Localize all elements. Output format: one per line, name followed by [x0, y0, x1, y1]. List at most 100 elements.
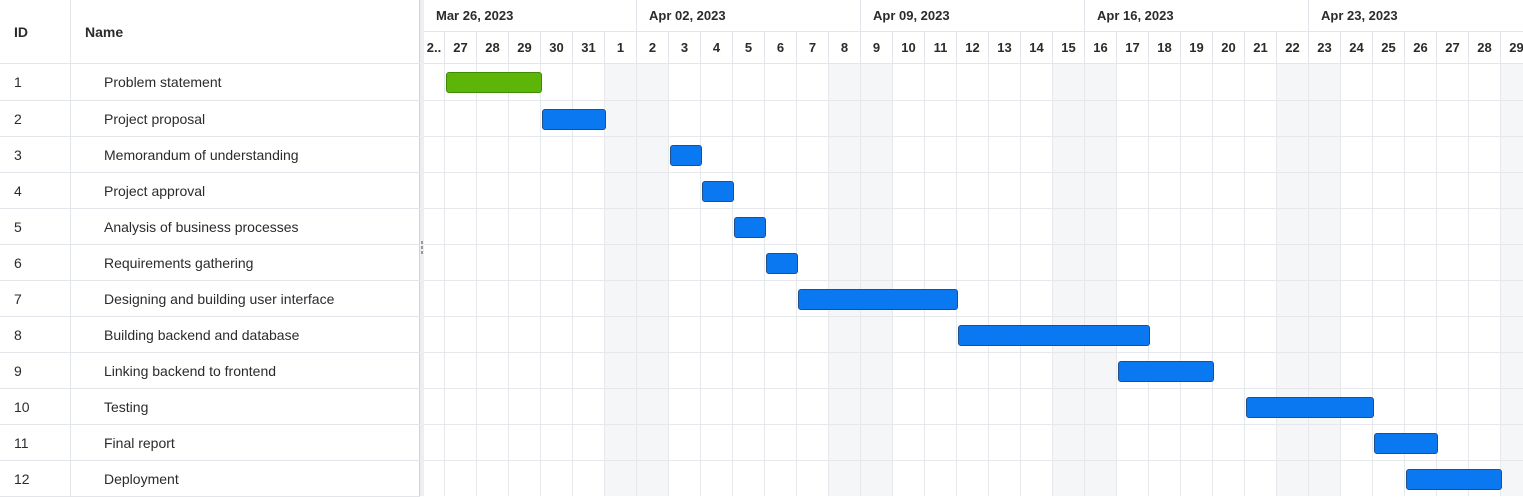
- task-name: Memorandum of understanding: [104, 146, 299, 163]
- day-header-cell: 12: [957, 32, 989, 64]
- day-header-cell: 17: [1117, 32, 1149, 64]
- day-header-cell: 8: [829, 32, 861, 64]
- task-bar[interactable]: [1374, 433, 1438, 454]
- task-row[interactable]: 2 Project proposal: [0, 101, 420, 137]
- week-header-cell: Mar 26, 2023: [424, 0, 637, 32]
- day-header-cell: 16: [1085, 32, 1117, 64]
- timeline-body: [424, 64, 1523, 496]
- task-bar[interactable]: [542, 109, 606, 130]
- week-header-cell: Apr 23, 2023: [1309, 0, 1523, 32]
- task-id: 1: [0, 64, 71, 100]
- task-id: 5: [0, 209, 71, 244]
- week-scale: Mar 26, 2023 Apr 02, 2023 Apr 09, 2023 Apr …: [424, 0, 1523, 32]
- row-divider: [424, 172, 1523, 173]
- timeline: Mar 26, 2023 Apr 02, 2023 Apr 09, 2023 Apr …: [424, 0, 1523, 496]
- task-name: Requirements gathering: [104, 254, 254, 271]
- day-header-cell: 26: [1405, 32, 1437, 64]
- task-name: Problem statement: [104, 74, 222, 90]
- day-header-cell: 10: [893, 32, 925, 64]
- task-row[interactable]: 9 Linking backend to frontend: [0, 353, 420, 389]
- task-grid: ID Name 1 Problem statement 2 Project propo…: [0, 0, 420, 497]
- row-divider: [424, 208, 1523, 209]
- task-row[interactable]: 7 Designing and building user interface: [0, 281, 420, 317]
- task-id: 7: [0, 281, 71, 316]
- task-row[interactable]: 10 Testing: [0, 389, 420, 425]
- row-divider: [424, 136, 1523, 137]
- task-row[interactable]: 11 Final report: [0, 425, 420, 461]
- day-header-cell: 15: [1053, 32, 1085, 64]
- day-header-cell: 29: [509, 32, 541, 64]
- day-header-cell: 24: [1341, 32, 1373, 64]
- row-divider: [424, 460, 1523, 461]
- column-header-id[interactable]: ID: [0, 0, 71, 64]
- day-header-cell: 29: [1501, 32, 1523, 64]
- task-bar[interactable]: [670, 145, 702, 166]
- task-id: 10: [0, 389, 71, 424]
- task-name: Deployment: [104, 470, 179, 487]
- day-header-cell: 23: [1309, 32, 1341, 64]
- task-id: 2: [0, 101, 71, 136]
- row-divider: [424, 424, 1523, 425]
- task-bar[interactable]: [1406, 469, 1502, 490]
- task-id: 3: [0, 137, 71, 172]
- day-header-cell: 2..: [424, 32, 445, 64]
- task-id: 11: [0, 425, 71, 460]
- day-header-cell: 18: [1149, 32, 1181, 64]
- row-divider: [424, 280, 1523, 281]
- task-bar[interactable]: [446, 72, 542, 93]
- row-divider: [424, 388, 1523, 389]
- day-header-cell: 4: [701, 32, 733, 64]
- day-header-cell: 14: [1021, 32, 1053, 64]
- day-header-cell: 28: [1469, 32, 1501, 64]
- day-scale: 2.. 27 28 29 30 31 1 2 3 4 5 6 7 8 9 10 11 12 13 14 15 16 17 18…: [424, 32, 1523, 64]
- task-row[interactable]: 4 Project approval: [0, 173, 420, 209]
- day-header-cell: 5: [733, 32, 765, 64]
- day-header-cell: 13: [989, 32, 1021, 64]
- task-name: Designing and building user interface: [104, 290, 335, 307]
- task-bar[interactable]: [1246, 397, 1374, 418]
- task-id: 4: [0, 173, 71, 208]
- task-name: Project proposal: [104, 110, 206, 127]
- task-bar[interactable]: [798, 289, 958, 310]
- task-id: 9: [0, 353, 71, 388]
- day-header-cell: 28: [477, 32, 509, 64]
- task-name: Linking backend to frontend: [104, 362, 277, 379]
- task-name: Project approval: [104, 182, 206, 199]
- day-header-cell: 20: [1213, 32, 1245, 64]
- day-header-cell: 31: [573, 32, 605, 64]
- task-bar[interactable]: [734, 217, 766, 238]
- day-header-cell: 30: [541, 32, 573, 64]
- day-header-cell: 22: [1277, 32, 1309, 64]
- week-header-cell: Apr 16, 2023: [1085, 0, 1309, 32]
- day-header-cell: 27: [1437, 32, 1469, 64]
- task-name: Analysis of business processes: [104, 218, 299, 235]
- task-name: Final report: [104, 434, 175, 451]
- grid-resizer-handle[interactable]: [420, 0, 424, 496]
- task-bar[interactable]: [958, 325, 1150, 346]
- day-header-cell: 6: [765, 32, 797, 64]
- row-divider: [424, 316, 1523, 317]
- task-name: Testing: [104, 398, 149, 415]
- task-row[interactable]: 8 Building backend and database: [0, 317, 420, 353]
- task-row[interactable]: 1 Problem statement: [0, 64, 420, 101]
- task-row[interactable]: 5 Analysis of business processes: [0, 209, 420, 245]
- day-header-cell: 27: [445, 32, 477, 64]
- grid-header: ID Name: [0, 0, 420, 64]
- task-id: 8: [0, 317, 71, 352]
- task-bar[interactable]: [702, 181, 734, 202]
- week-header-cell: Apr 02, 2023: [637, 0, 861, 32]
- column-header-name[interactable]: Name: [85, 24, 124, 40]
- row-divider: [424, 244, 1523, 245]
- day-header-cell: 11: [925, 32, 957, 64]
- task-row[interactable]: 12 Deployment: [0, 461, 420, 497]
- task-bar[interactable]: [1118, 361, 1214, 382]
- day-header-cell: 3: [669, 32, 701, 64]
- task-id: 12: [0, 461, 71, 496]
- task-name: Building backend and database: [104, 326, 300, 343]
- task-row[interactable]: 3 Memorandum of understanding: [0, 137, 420, 173]
- day-header-cell: 21: [1245, 32, 1277, 64]
- task-bar[interactable]: [766, 253, 798, 274]
- task-row[interactable]: 6 Requirements gathering: [0, 245, 420, 281]
- day-header-cell: 7: [797, 32, 829, 64]
